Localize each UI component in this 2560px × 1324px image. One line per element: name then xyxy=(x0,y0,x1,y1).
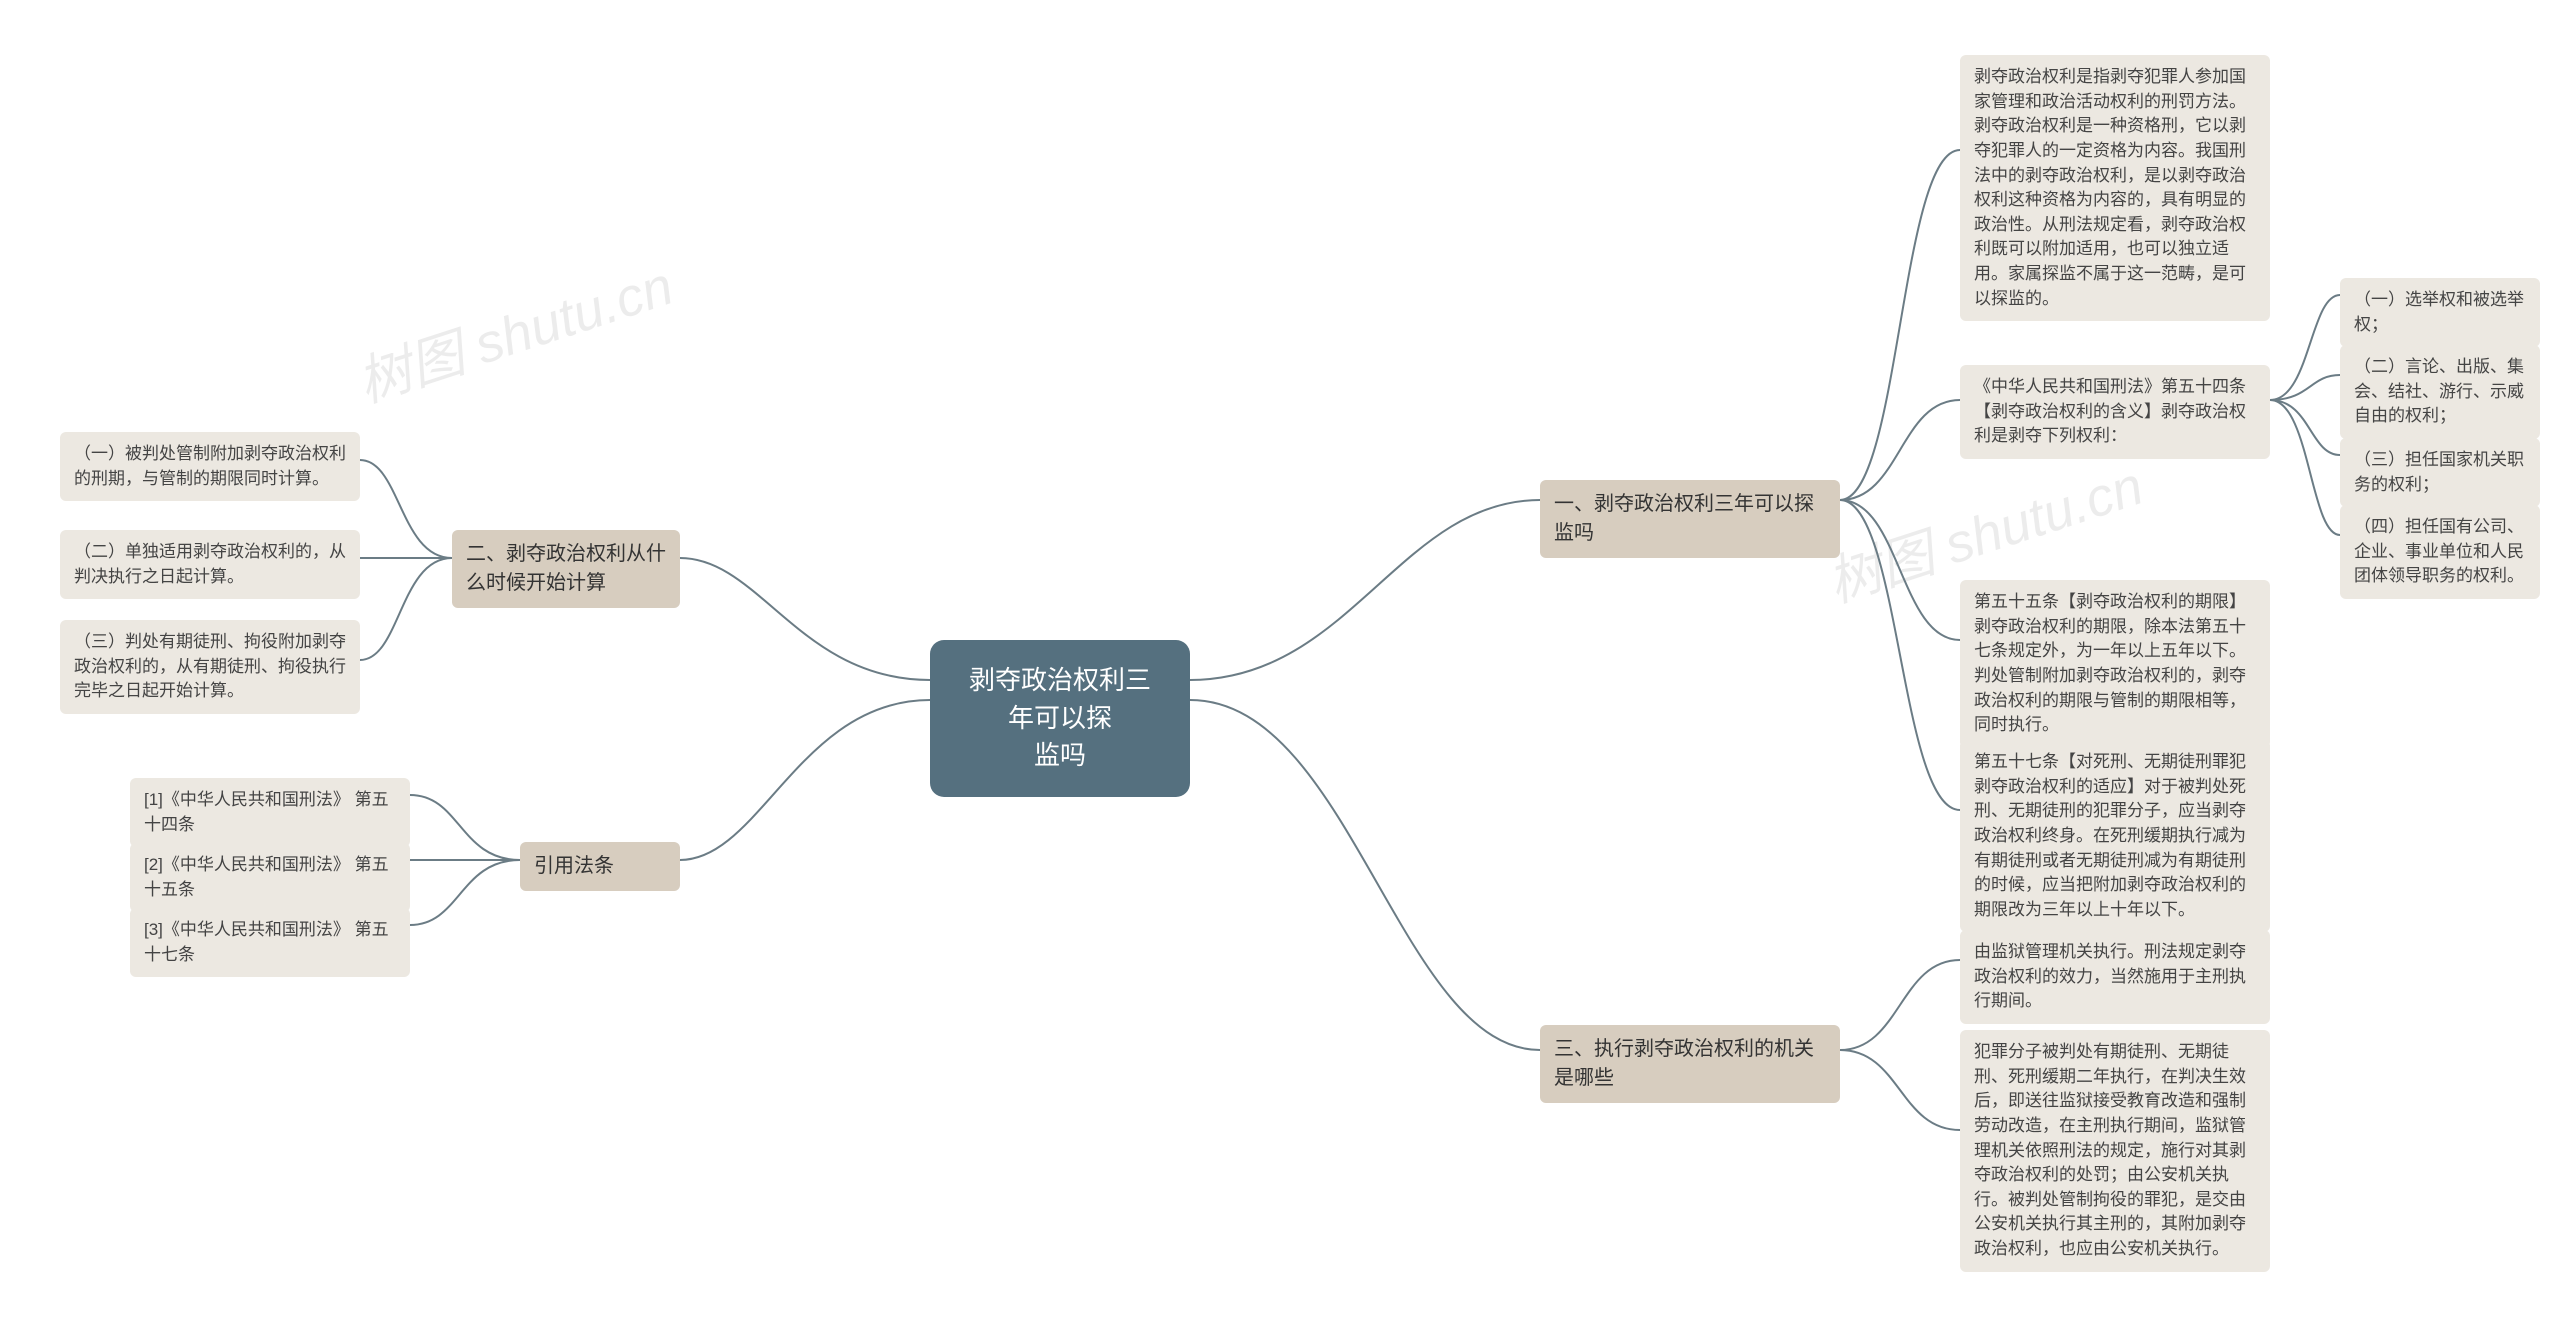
ref-2: [2]《中华人民共和国刑法》 第五十五条 xyxy=(130,843,410,912)
branch2-i1: （一）被判处管制附加剥夺政治权利的刑期，与管制的期限同时计算。 xyxy=(60,432,360,501)
root-node: 剥夺政治权利三年可以探 监吗 xyxy=(930,640,1190,797)
watermark: 树图 shutu.cn xyxy=(346,241,682,417)
branch1-law57: 第五十七条【对死刑、无期徒刑罪犯剥夺政治权利的适应】对于被判处死刑、无期徒刑的犯… xyxy=(1960,740,2270,932)
right-1: （一）选举权和被选举权； xyxy=(2340,278,2540,347)
branch3-p1: 由监狱管理机关执行。刑法规定剥夺政治权利的效力，当然施用于主刑执行期间。 xyxy=(1960,930,2270,1024)
branch-2: 二、剥夺政治权利从什么时候开始计算 xyxy=(452,530,680,608)
branch3-p2: 犯罪分子被判处有期徒刑、无期徒刑、死刑缓期二年执行，在判决生效后，即送往监狱接受… xyxy=(1960,1030,2270,1272)
branch-1: 一、剥夺政治权利三年可以探监吗 xyxy=(1540,480,1840,558)
right-2: （二）言论、出版、集会、结社、游行、示威自由的权利； xyxy=(2340,345,2540,439)
branch1-paragraph: 剥夺政治权利是指剥夺犯罪人参加国家管理和政治活动权利的刑罚方法。剥夺政治权利是一… xyxy=(1960,55,2270,321)
branch2-i2: （二）单独适用剥夺政治权利的，从判决执行之日起计算。 xyxy=(60,530,360,599)
branch-4: 引用法条 xyxy=(520,842,680,891)
branch1-law55: 第五十五条【剥夺政治权利的期限】剥夺政治权利的期限，除本法第五十七条规定外，为一… xyxy=(1960,580,2270,748)
ref-1: [1]《中华人民共和国刑法》 第五十四条 xyxy=(130,778,410,847)
right-3: （三）担任国家机关职务的权利； xyxy=(2340,438,2540,507)
ref-3: [3]《中华人民共和国刑法》 第五十七条 xyxy=(130,908,410,977)
branch1-law54intro: 《中华人民共和国刑法》第五十四条【剥夺政治权利的含义】剥夺政治权利是剥夺下列权利… xyxy=(1960,365,2270,459)
branch-3: 三、执行剥夺政治权利的机关是哪些 xyxy=(1540,1025,1840,1103)
right-4: （四）担任国有公司、企业、事业单位和人民团体领导职务的权利。 xyxy=(2340,505,2540,599)
branch2-i3: （三）判处有期徒刑、拘役附加剥夺政治权利的，从有期徒刑、拘役执行完毕之日起开始计… xyxy=(60,620,360,714)
